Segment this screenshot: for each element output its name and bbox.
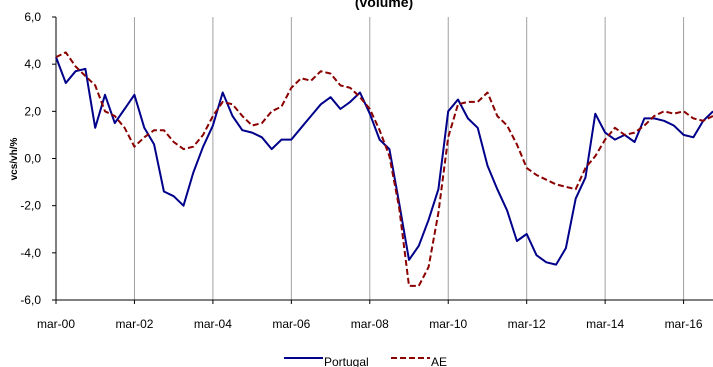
x-tick-label: mar-08 [351,317,389,331]
y-tick-labels: 6,0 4,0 2,0 0,0 -2,0 -4,0 -6,0 [20,10,41,307]
x-tick-label: mar-16 [665,317,703,331]
x-tick-label: mar-04 [194,317,232,331]
legend-label-portugal: Portugal [324,355,369,367]
chart-title: (volume) [355,0,413,10]
series-line-portugal [55,56,713,266]
y-tick-label: -2,0 [20,199,41,213]
y-tick-label: 2,0 [24,104,41,118]
y-tick-label: -6,0 [20,293,41,307]
x-tick-label: mar-06 [272,317,310,331]
legend: Portugal AE [284,355,447,367]
series-line-ae [55,51,713,287]
y-axis-label: vcs/vh/% [9,137,20,180]
axes [52,16,713,304]
x-tick-label: mar-14 [586,317,624,331]
x-tick-labels: mar-00 mar-02 mar-04 mar-06 mar-08 mar-10 mar-… [37,317,703,331]
x-tick-label: mar-00 [37,317,75,331]
y-tick-label: -4,0 [20,246,41,260]
y-tick-label: 6,0 [24,10,41,24]
y-tick-label: 4,0 [24,57,41,71]
series-lines [55,51,713,287]
x-tick-label: mar-02 [115,317,153,331]
grid [55,17,685,300]
x-tick-label: mar-10 [429,317,467,331]
x-tick-label: mar-12 [508,317,546,331]
legend-label-ae: AE [431,355,447,367]
y-tick-label: 0,0 [24,152,41,166]
